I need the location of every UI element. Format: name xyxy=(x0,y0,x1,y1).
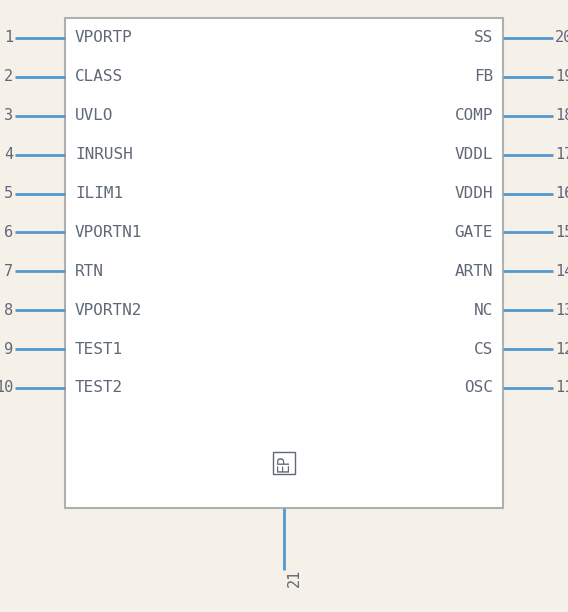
Text: 8: 8 xyxy=(4,303,13,318)
Text: 16: 16 xyxy=(555,186,568,201)
Text: 21: 21 xyxy=(286,569,302,587)
Text: ARTN: ARTN xyxy=(454,264,493,279)
Text: 19: 19 xyxy=(555,69,568,84)
Text: FB: FB xyxy=(474,69,493,84)
Text: VPORTN1: VPORTN1 xyxy=(75,225,143,240)
Text: COMP: COMP xyxy=(454,108,493,123)
Text: 1: 1 xyxy=(4,31,13,45)
Text: 17: 17 xyxy=(555,147,568,162)
Text: 9: 9 xyxy=(4,341,13,357)
Text: 20: 20 xyxy=(555,31,568,45)
Text: NC: NC xyxy=(474,303,493,318)
Text: TEST2: TEST2 xyxy=(75,381,123,395)
Text: ILIM1: ILIM1 xyxy=(75,186,123,201)
Text: 5: 5 xyxy=(4,186,13,201)
Text: VDDH: VDDH xyxy=(454,186,493,201)
Bar xyxy=(65,18,503,508)
Text: 14: 14 xyxy=(555,264,568,279)
Text: VPORTN2: VPORTN2 xyxy=(75,303,143,318)
Text: 7: 7 xyxy=(4,264,13,279)
Text: 6: 6 xyxy=(4,225,13,240)
Text: OSC: OSC xyxy=(464,381,493,395)
Text: VPORTP: VPORTP xyxy=(75,31,133,45)
Text: SS: SS xyxy=(474,31,493,45)
Text: 2: 2 xyxy=(4,69,13,84)
Text: 4: 4 xyxy=(4,147,13,162)
Text: EP: EP xyxy=(277,454,291,472)
Text: INRUSH: INRUSH xyxy=(75,147,133,162)
Text: 12: 12 xyxy=(555,341,568,357)
Text: GATE: GATE xyxy=(454,225,493,240)
Text: 11: 11 xyxy=(555,381,568,395)
Text: CLASS: CLASS xyxy=(75,69,123,84)
Bar xyxy=(273,452,295,474)
Text: RTN: RTN xyxy=(75,264,104,279)
Text: CS: CS xyxy=(474,341,493,357)
Text: 10: 10 xyxy=(0,381,13,395)
Text: UVLO: UVLO xyxy=(75,108,114,123)
Text: 15: 15 xyxy=(555,225,568,240)
Text: 18: 18 xyxy=(555,108,568,123)
Text: 13: 13 xyxy=(555,303,568,318)
Text: VDDL: VDDL xyxy=(454,147,493,162)
Text: 3: 3 xyxy=(4,108,13,123)
Text: TEST1: TEST1 xyxy=(75,341,123,357)
